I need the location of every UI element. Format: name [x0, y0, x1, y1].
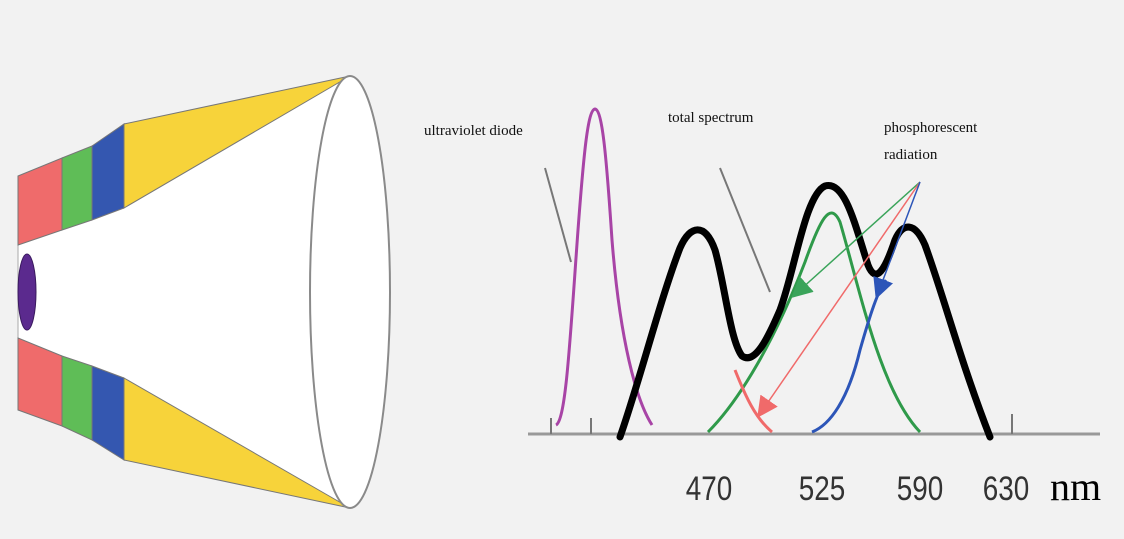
green-phosphor-upper — [61, 145, 93, 231]
uv-label-pointer — [544, 167, 572, 263]
tick-label-590: 590 — [897, 469, 944, 507]
tick-label-470: 470 — [686, 469, 733, 507]
phosphorescent-label-line2: radiation — [884, 147, 938, 163]
yellow-cone-upper — [123, 75, 351, 209]
spectrum-plot: ultraviolet diode total spectrum phospho… — [424, 107, 1101, 509]
blue-component-curve — [811, 279, 888, 434]
lower-phosphor-stack — [17, 337, 351, 509]
cone-opening — [309, 75, 391, 509]
green-phosphor-lower — [61, 355, 93, 441]
tick-label-630: 630 — [983, 469, 1030, 507]
green-component-curve — [706, 211, 922, 434]
tick-label-525: 525 — [799, 469, 846, 507]
arrow-to-red-tail — [757, 181, 921, 418]
total-spectrum-curve — [616, 182, 994, 441]
yellow-cone-lower — [123, 377, 351, 509]
uv-chip — [17, 253, 37, 331]
red-phosphor-upper — [17, 157, 63, 246]
uv-diode-curve — [554, 107, 654, 427]
ultraviolet-diode-label: ultraviolet diode — [424, 123, 523, 139]
unit-label-nm: nm — [1050, 464, 1101, 509]
led-emitter — [17, 75, 391, 509]
blue-phosphor-lower — [91, 365, 125, 461]
red-component-curve — [733, 369, 773, 434]
total-spectrum-label: total spectrum — [668, 110, 754, 126]
blue-phosphor-upper — [91, 123, 125, 221]
phosphorescent-label-line1: phosphorescent — [884, 120, 978, 136]
upper-phosphor-stack — [17, 75, 351, 246]
total-label-pointer — [719, 167, 771, 293]
arrow-to-blue-curve — [873, 181, 921, 300]
arrow-to-green-peak — [791, 181, 921, 299]
